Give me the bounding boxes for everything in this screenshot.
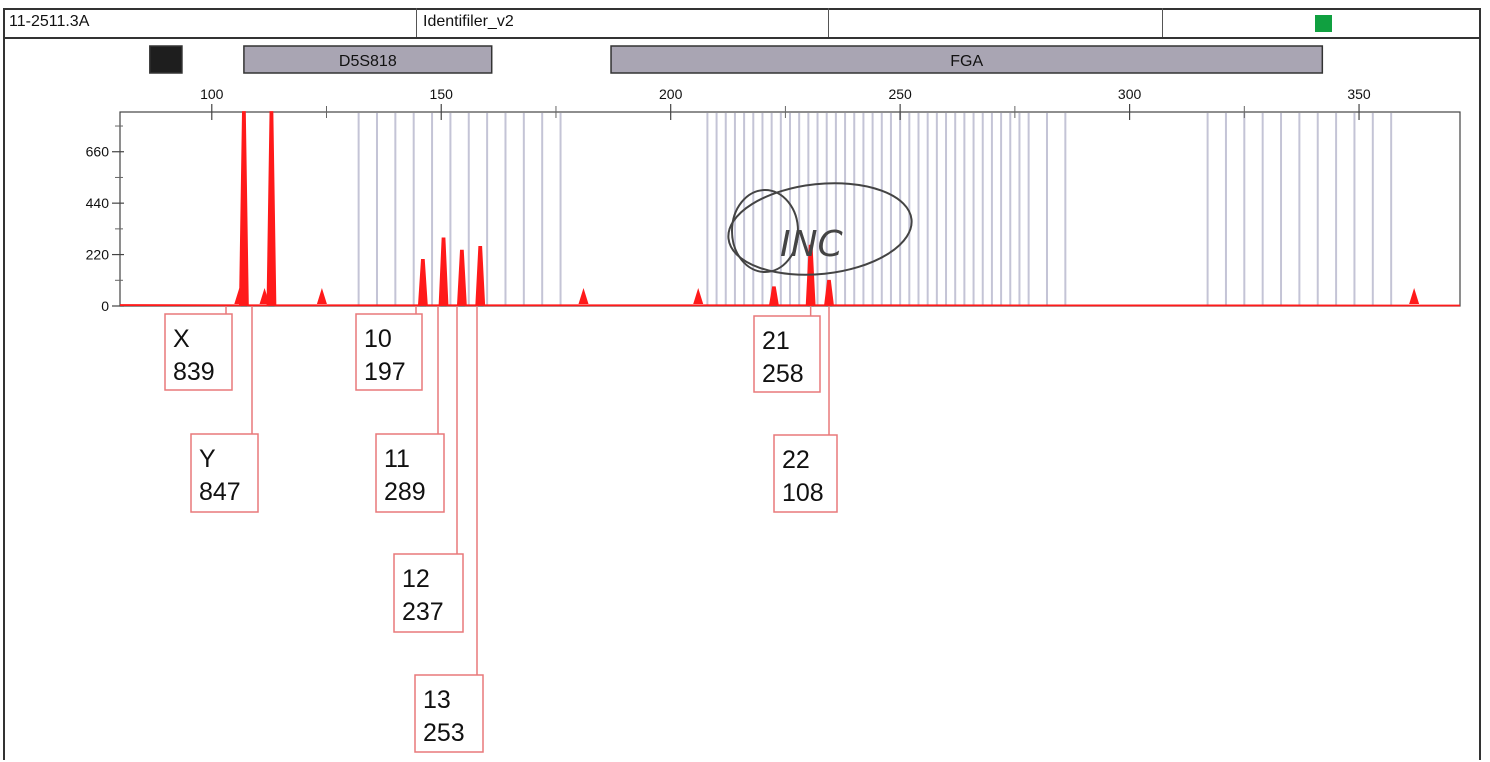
allele-name: 13 — [423, 686, 451, 714]
allele-height: 839 — [173, 358, 215, 386]
size-marker — [693, 288, 704, 304]
y-tick-label: 0 — [101, 298, 109, 314]
allele-height: 847 — [199, 478, 241, 506]
size-marker — [578, 288, 589, 304]
x-tick-label: 250 — [888, 86, 912, 102]
allele-label-box — [773, 434, 838, 513]
allele-label-box — [414, 674, 484, 753]
allele-height: 197 — [364, 358, 406, 386]
y-tick-label: 440 — [86, 195, 110, 211]
allele-label-box — [375, 433, 445, 513]
header-bar: 11-2511.3A Identifiler_v2 — [3, 8, 1481, 39]
locus-label: D5S818 — [339, 53, 397, 70]
allele-height: 289 — [384, 478, 426, 506]
allele-label-box — [355, 313, 423, 391]
peak — [439, 238, 448, 306]
peak — [806, 245, 815, 306]
locus-bar — [610, 45, 1324, 74]
handwritten-annotation — [727, 182, 913, 276]
allele-label-box — [164, 313, 233, 391]
peak — [267, 112, 276, 306]
x-tick-label: 300 — [1118, 86, 1142, 102]
annotation-circle — [731, 189, 799, 273]
allele-height: 237 — [402, 598, 444, 626]
peak — [418, 259, 427, 306]
allele-label-box — [393, 553, 464, 633]
peak — [239, 112, 248, 306]
allele-label-box — [190, 433, 259, 513]
locus-label: FGA — [950, 53, 983, 70]
allele-height: 108 — [782, 479, 824, 507]
y-tick-label: 220 — [86, 247, 110, 263]
panel-name: Identifiler_v2 — [417, 8, 829, 37]
allele-name: X — [173, 325, 190, 353]
allele-name: 22 — [782, 446, 810, 474]
allele-name: 10 — [364, 325, 392, 353]
size-marker — [316, 288, 327, 304]
allele-name: Y — [199, 445, 216, 473]
allele-name: 21 — [762, 327, 790, 355]
allele-height: 258 — [762, 360, 804, 388]
size-marker — [1409, 288, 1420, 304]
allele-name: 11 — [384, 445, 410, 473]
peak — [825, 280, 834, 306]
peak — [476, 246, 485, 306]
status-indicator — [1315, 15, 1332, 32]
sample-name: 11-2511.3A — [3, 8, 417, 37]
annotation-circle — [727, 182, 913, 276]
allele-name: 12 — [402, 565, 430, 593]
peak — [769, 287, 778, 306]
x-tick-label: 350 — [1347, 86, 1371, 102]
peak — [457, 250, 466, 306]
x-tick-label: 100 — [200, 86, 224, 102]
annotation-text: INC — [780, 224, 844, 265]
allele-label-box — [753, 315, 821, 393]
x-tick-label: 200 — [659, 86, 683, 102]
y-tick-label: 660 — [86, 144, 110, 160]
x-tick-label: 150 — [430, 86, 454, 102]
header-blank-cell-1 — [829, 8, 1163, 37]
allele-height: 253 — [423, 719, 465, 747]
electropherogram-frame — [3, 8, 1481, 760]
locus-bar — [243, 45, 493, 74]
locus-bar — [149, 45, 183, 74]
